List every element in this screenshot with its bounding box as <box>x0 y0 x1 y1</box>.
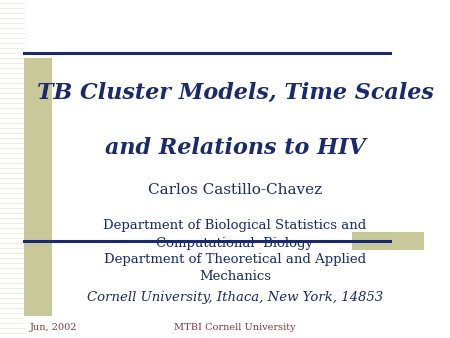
Text: Jun, 2002: Jun, 2002 <box>30 323 77 333</box>
Text: TB Cluster Models, Time Scales: TB Cluster Models, Time Scales <box>36 82 433 104</box>
Bar <box>24 58 52 316</box>
Text: Department of Theoretical and Applied: Department of Theoretical and Applied <box>104 254 366 266</box>
Bar <box>352 232 424 250</box>
Text: Cornell University, Ithaca, New York, 14853: Cornell University, Ithaca, New York, 14… <box>87 291 383 305</box>
Text: Carlos Castillo-Chavez: Carlos Castillo-Chavez <box>148 183 322 197</box>
Text: and Relations to HIV: and Relations to HIV <box>104 137 365 159</box>
Text: Computational  Biology: Computational Biology <box>157 237 314 249</box>
Text: Mechanics: Mechanics <box>199 270 271 284</box>
Text: Department of Biological Statistics and: Department of Biological Statistics and <box>104 219 367 233</box>
Text: MTBI Cornell University: MTBI Cornell University <box>174 323 296 333</box>
